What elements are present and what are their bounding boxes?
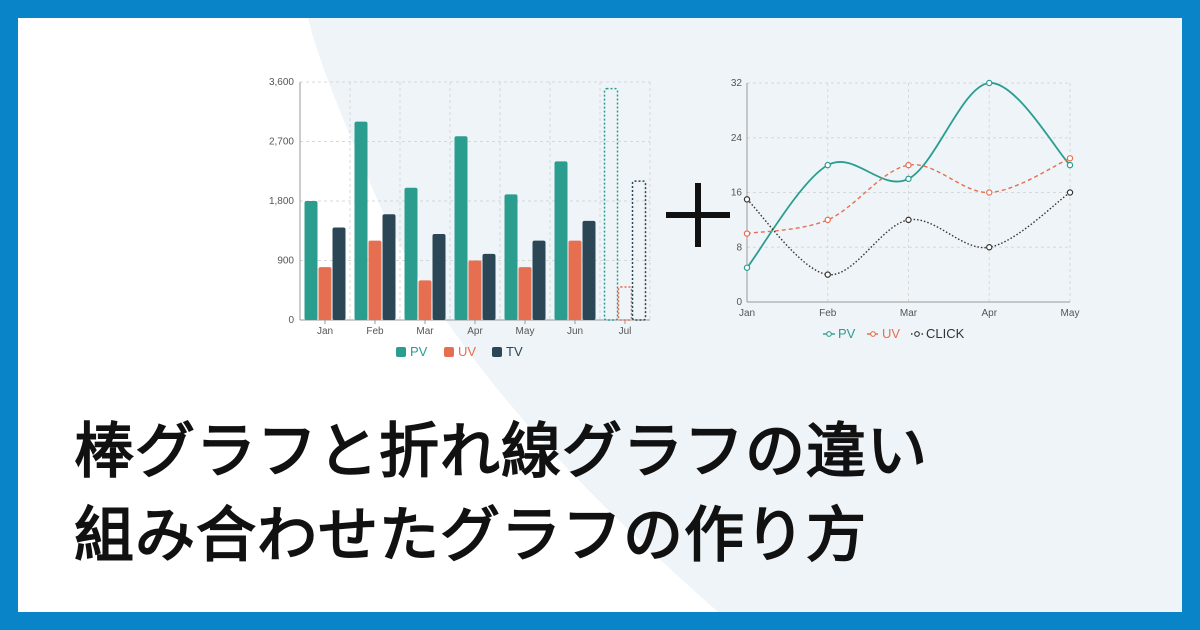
bar-x-tick-label: Apr bbox=[467, 326, 483, 337]
line-x-tick-label: Jan bbox=[739, 308, 755, 319]
plus-icon bbox=[666, 183, 730, 247]
bar-tv bbox=[382, 214, 396, 320]
bar-pv bbox=[504, 194, 518, 320]
line-point-uv bbox=[1066, 155, 1074, 162]
bar-pv bbox=[304, 201, 318, 320]
headline-line-2: 組み合わせたグラフの作り方 bbox=[74, 501, 867, 571]
bar-x-tick-label: Mar bbox=[416, 326, 434, 337]
bar-uv bbox=[468, 260, 482, 320]
line-point-click bbox=[1066, 189, 1074, 196]
line-point-click bbox=[743, 196, 751, 203]
bar-x-tick-label: Jun bbox=[567, 326, 583, 337]
bar-uv bbox=[418, 280, 432, 320]
bar-y-tick-label: 1,800 bbox=[269, 196, 294, 207]
bar-pv bbox=[404, 187, 418, 320]
bar-tv bbox=[332, 227, 346, 320]
line-point-uv bbox=[824, 216, 831, 224]
bar-x-tick-label: Feb bbox=[366, 326, 384, 337]
line-point-click bbox=[905, 216, 912, 224]
headline: 棒グラフと折れ線グラフの違い 組み合わせたグラフの作り方 bbox=[74, 410, 928, 578]
bar-tv bbox=[631, 180, 647, 321]
line-point-pv bbox=[1066, 161, 1074, 169]
line-point-pv bbox=[824, 161, 831, 169]
line-legend-marker-click bbox=[914, 331, 920, 337]
bar-y-tick-label: 2,700 bbox=[269, 137, 294, 148]
bar-uv bbox=[617, 286, 633, 321]
banner-frame: 0 900 1,800 2,700 3,600 Jan Feb Mar Apr May Jun Jul… bbox=[18, 18, 1182, 612]
bar-legend-swatch-pv bbox=[396, 347, 406, 357]
line-point-uv bbox=[905, 161, 912, 169]
line-x-tick-label: May bbox=[1061, 308, 1080, 319]
bar-tv bbox=[582, 220, 596, 320]
line-point-pv bbox=[743, 264, 751, 271]
bar-chart: 0 900 1,800 2,700 3,600 Jan Feb Mar Apr May Jun Jul… bbox=[269, 77, 651, 359]
line-point-pv bbox=[905, 175, 912, 183]
line-point-click bbox=[986, 244, 993, 251]
background-tint-shape bbox=[308, 18, 1182, 612]
bar-pv bbox=[603, 87, 619, 321]
bar-uv bbox=[318, 267, 332, 320]
line-x-tick-label: Apr bbox=[981, 308, 997, 319]
bar-legend-label: UV bbox=[458, 344, 476, 359]
line-legend-marker-pv bbox=[826, 331, 832, 337]
bar-y-tick-label: 3,600 bbox=[269, 77, 294, 88]
bar-legend-swatch-uv bbox=[444, 347, 454, 357]
line-point-uv bbox=[743, 230, 751, 237]
line-y-tick-label: 32 bbox=[731, 78, 743, 89]
bar-legend-label: TV bbox=[506, 344, 523, 359]
line-point-click bbox=[824, 271, 831, 278]
line-legend-label: PV bbox=[838, 326, 856, 341]
line-y-tick-label: 16 bbox=[731, 188, 743, 199]
bar-tv bbox=[482, 253, 496, 320]
bar-x-tick-label: May bbox=[516, 326, 535, 337]
bar-x-tick-label: Jan bbox=[317, 326, 333, 337]
bar-pv bbox=[554, 161, 568, 320]
line-y-tick-label: 24 bbox=[731, 133, 743, 144]
line-legend-label: CLICK bbox=[926, 326, 965, 341]
line-x-tick-label: Feb bbox=[819, 308, 837, 319]
bar-x-tick-label: Jul bbox=[619, 326, 632, 337]
bar-legend-label: PV bbox=[410, 344, 428, 359]
line-legend-marker-uv bbox=[870, 331, 876, 337]
bar-y-tick-label: 0 bbox=[288, 315, 294, 326]
bar-tv bbox=[532, 240, 546, 320]
line-legend-label: UV bbox=[882, 326, 900, 341]
line-point-uv bbox=[986, 189, 993, 196]
line-chart: 0 8 16 24 32 Jan Feb Mar Apr May PV UV CLICK bbox=[731, 78, 1080, 341]
line-y-tick-label: 8 bbox=[736, 242, 742, 253]
line-x-tick-label: Mar bbox=[900, 308, 918, 319]
bar-legend-swatch-tv bbox=[492, 347, 502, 357]
bar-uv bbox=[568, 240, 582, 320]
bar-y-tick-label: 900 bbox=[277, 256, 294, 267]
line-y-tick-label: 0 bbox=[736, 297, 742, 308]
bar-uv bbox=[518, 267, 532, 320]
headline-line-1: 棒グラフと折れ線グラフの違い bbox=[74, 417, 928, 487]
bar-pv bbox=[454, 136, 468, 320]
line-series-click bbox=[746, 191, 1071, 276]
bar-tv bbox=[432, 234, 446, 320]
bar-uv bbox=[368, 240, 382, 320]
bar-pv bbox=[354, 121, 368, 321]
line-point-pv bbox=[986, 79, 993, 87]
